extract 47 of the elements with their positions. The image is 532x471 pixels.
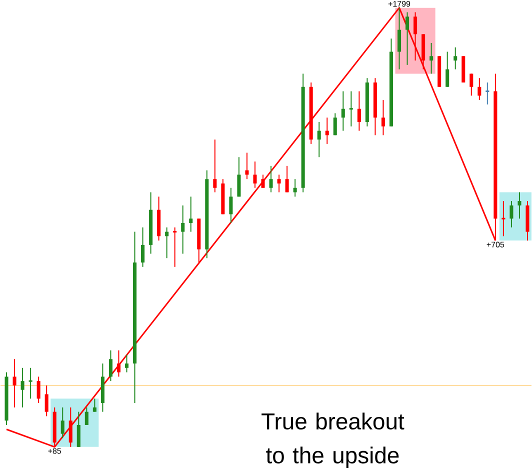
candlestick bbox=[325, 116, 329, 144]
candlestick bbox=[293, 178, 297, 197]
candlestick bbox=[406, 12, 410, 66]
candlestick bbox=[357, 90, 361, 132]
candlestick bbox=[181, 204, 185, 254]
annotation: True breakout to the upside bbox=[262, 412, 404, 468]
candlestick bbox=[277, 174, 281, 193]
candlestick bbox=[36, 376, 40, 404]
candlestick bbox=[116, 350, 120, 378]
candlestick bbox=[141, 226, 145, 268]
candlestick bbox=[397, 7, 402, 70]
candlestick bbox=[165, 226, 169, 258]
candlestick bbox=[229, 187, 233, 224]
candlestick bbox=[454, 46, 458, 70]
candlestick bbox=[92, 398, 96, 412]
candlestick bbox=[348, 90, 354, 127]
candlestick bbox=[510, 200, 514, 228]
candlestick bbox=[172, 226, 178, 268]
candlestick bbox=[269, 165, 273, 193]
candlestick bbox=[12, 358, 16, 408]
candlestick bbox=[341, 90, 345, 132]
candlestick bbox=[285, 165, 289, 193]
candlestick bbox=[500, 200, 506, 236]
candlestick bbox=[60, 406, 64, 438]
candlestick bbox=[484, 82, 490, 105]
candlestick bbox=[20, 367, 24, 408]
candlestick bbox=[237, 156, 241, 197]
candlestick bbox=[430, 42, 434, 74]
candlestick bbox=[84, 406, 88, 426]
candlestick bbox=[124, 354, 129, 373]
candlestick bbox=[317, 121, 321, 158]
candlestick bbox=[76, 411, 80, 448]
candlestick bbox=[28, 367, 34, 399]
candlestick bbox=[245, 152, 249, 180]
candlestick bbox=[44, 384, 48, 417]
candlestick bbox=[381, 99, 385, 136]
candlestick bbox=[470, 73, 474, 96]
candlestick bbox=[478, 77, 482, 100]
candlestick bbox=[261, 174, 265, 188]
candlestick bbox=[414, 12, 418, 61]
candlestick bbox=[333, 112, 337, 136]
candlestick bbox=[253, 160, 257, 188]
candlestick bbox=[213, 138, 217, 193]
candlestick bbox=[446, 51, 450, 88]
candlestick bbox=[108, 350, 112, 382]
candlestick bbox=[189, 196, 193, 232]
candlestick bbox=[518, 192, 522, 219]
